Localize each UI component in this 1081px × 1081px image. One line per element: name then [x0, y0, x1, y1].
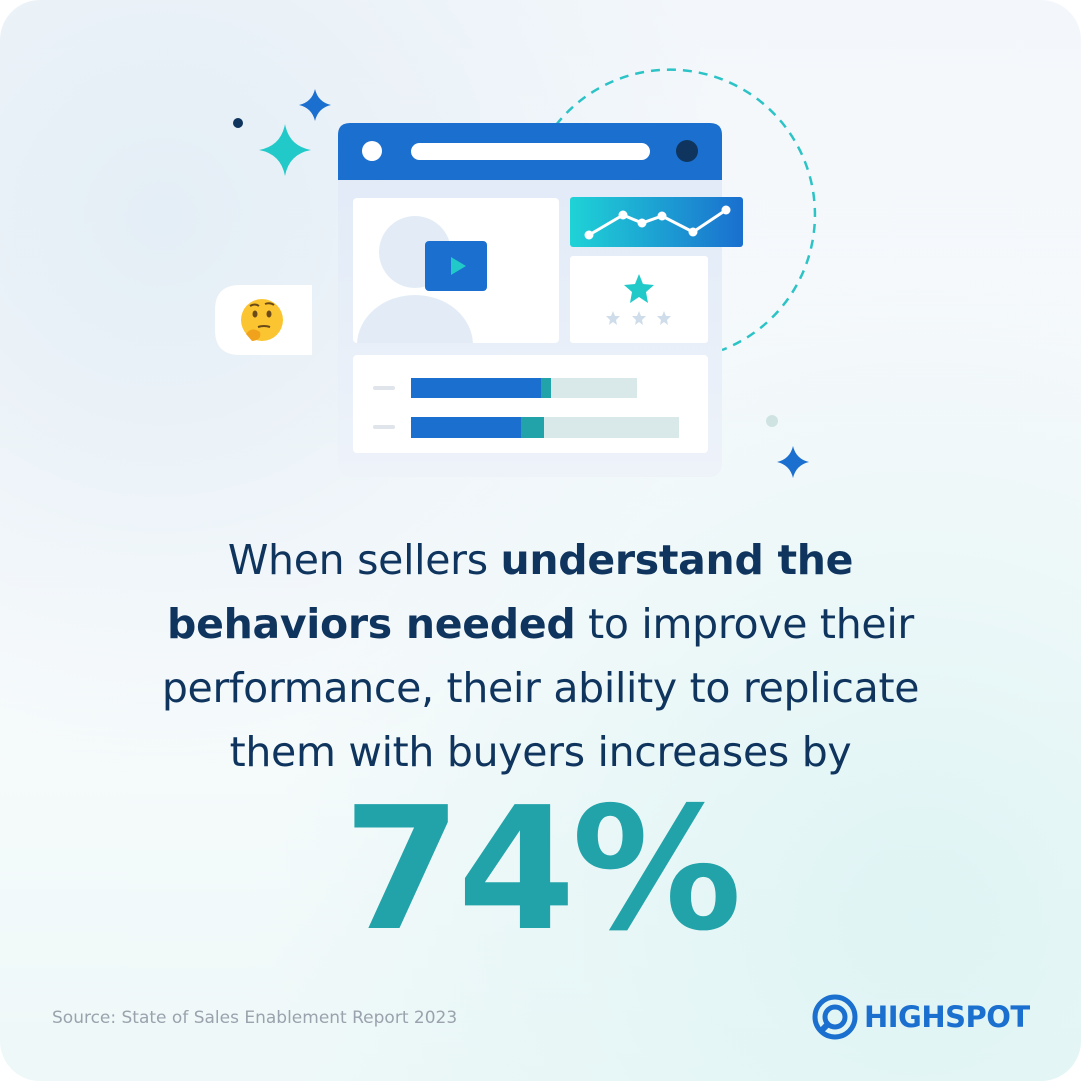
chart-tile	[570, 197, 743, 247]
dot	[766, 415, 778, 427]
browser-dot	[362, 141, 382, 161]
sparkle	[259, 124, 311, 176]
dot	[233, 118, 243, 128]
headline: When sellers understand the behaviors ne…	[120, 528, 961, 784]
sparkle	[299, 89, 331, 121]
logo-text: HIGHSPOT	[864, 1000, 1030, 1034]
thinking-emoji	[241, 299, 283, 341]
source-note: Source: State of Sales Enablement Report…	[52, 1008, 458, 1028]
rating-tile	[570, 256, 708, 343]
address-bar	[411, 143, 650, 160]
statistic: 74%	[343, 771, 742, 969]
progress-bar	[411, 378, 541, 398]
progress-card	[353, 355, 708, 453]
sparkle	[777, 446, 809, 478]
dashed-arc	[555, 68, 817, 352]
illustration	[215, 68, 817, 478]
headline-text: When sellers	[227, 536, 501, 584]
progress-bar	[411, 417, 521, 438]
headline-text: to improve their performance, their abil…	[161, 600, 920, 776]
logo: HIGHSPOT	[812, 994, 1030, 1040]
logo-icon	[812, 994, 858, 1040]
headline-emphasis: understand the behaviors needed	[167, 536, 854, 648]
browser-dot	[676, 140, 698, 162]
